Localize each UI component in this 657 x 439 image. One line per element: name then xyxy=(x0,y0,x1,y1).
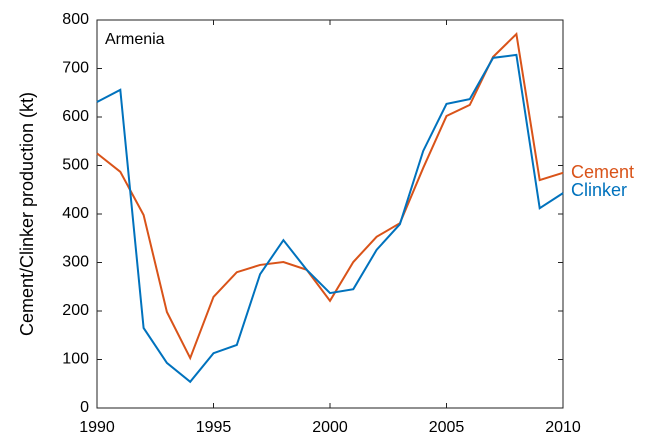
x-tick-label: 1990 xyxy=(79,419,115,436)
line-series xyxy=(96,53,564,384)
y-tick-label: 300 xyxy=(62,254,89,271)
x-tick-label: 2000 xyxy=(312,419,348,436)
y-tick-label: 800 xyxy=(62,11,89,28)
x-tick-label: 2010 xyxy=(545,419,581,436)
legend-entry: Clinker xyxy=(571,180,627,200)
line-series xyxy=(96,31,564,361)
y-axis-label: Cement/Clinker production (kt) xyxy=(17,92,37,336)
plot-frame xyxy=(96,19,564,409)
legend-entry: Cement xyxy=(571,162,634,182)
y-tick-label: 600 xyxy=(62,108,89,125)
x-tick-label: 1995 xyxy=(196,419,232,436)
y-tick-label: 100 xyxy=(62,351,89,368)
y-tick-label: 700 xyxy=(62,60,89,77)
y-tick-label: 500 xyxy=(62,157,89,174)
y-tick-label: 0 xyxy=(80,399,89,416)
y-tick-label: 200 xyxy=(62,302,89,319)
x-tick-label: 2005 xyxy=(429,419,465,436)
y-tick-label: 400 xyxy=(62,205,89,222)
annotation: Armenia xyxy=(105,31,165,48)
